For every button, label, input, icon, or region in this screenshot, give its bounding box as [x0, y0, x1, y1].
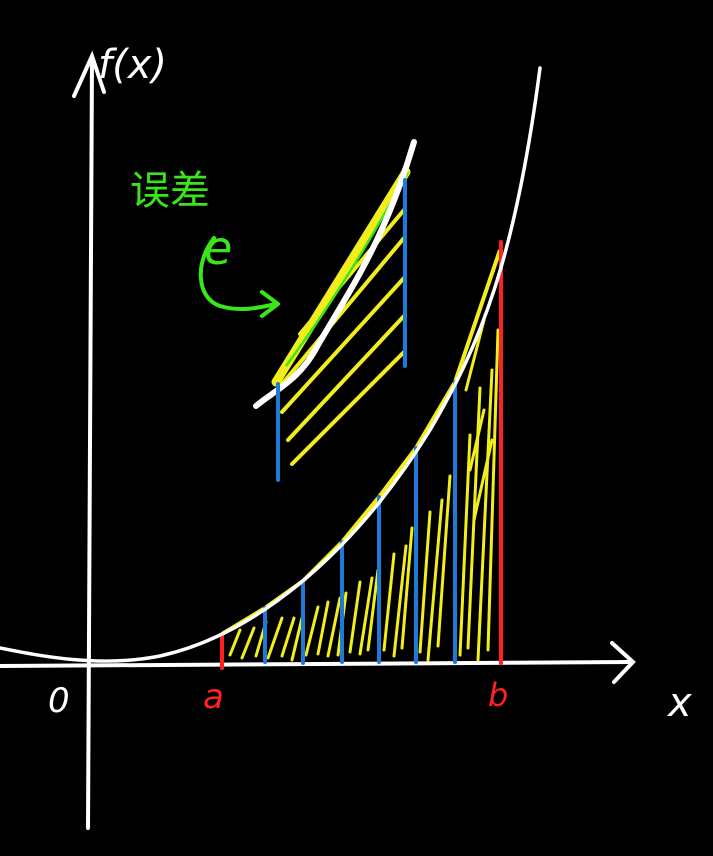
function-curve: [0, 66, 542, 663]
y-axis-arrow-icon: [72, 50, 106, 98]
shaded-area: [228, 318, 500, 662]
integration-bounds: [220, 240, 503, 670]
error-note: 误差: [130, 168, 210, 214]
x-axis-arrow-icon: [610, 641, 636, 684]
divider-lines: [263, 380, 457, 665]
bound-a-label: a: [203, 677, 224, 717]
bound-b-label: b: [488, 676, 508, 714]
x-axis-line: [0, 660, 632, 668]
x-axis-label: x: [666, 680, 692, 726]
curved-arrow-icon: [198, 236, 280, 318]
magnified-chord: [271, 167, 411, 387]
axes: [0, 50, 636, 830]
y-axis-label: f(x): [98, 42, 167, 88]
origin-label: 0: [48, 681, 70, 721]
error-symbol: e: [204, 221, 232, 275]
magnified-strip: [253, 139, 417, 482]
magnified-dividers: [276, 178, 407, 482]
y-axis-line: [86, 56, 94, 830]
magnified-curve: [253, 139, 417, 409]
